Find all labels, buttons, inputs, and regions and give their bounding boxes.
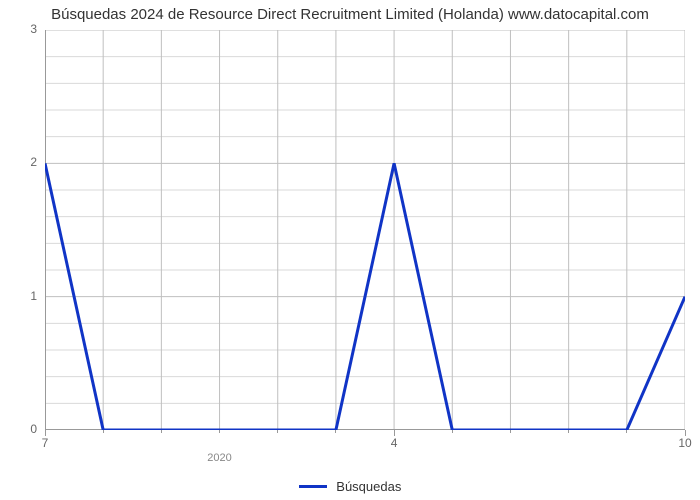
chart-title: Búsquedas 2024 de Resource Direct Recrui… [0, 6, 700, 23]
y-tick-label: 3 [0, 22, 37, 36]
x-tick-mark [568, 430, 569, 433]
legend: Búsquedas [0, 478, 700, 494]
x-tick-mark [103, 430, 104, 433]
x-tick-mark [277, 430, 278, 433]
y-tick-label: 0 [0, 422, 37, 436]
chart-plot [45, 30, 685, 430]
x-tick-label: 10 [665, 436, 700, 450]
x-tick-mark [510, 430, 511, 433]
x-tick-mark [335, 430, 336, 433]
x-sub-label: 2020 [195, 452, 245, 464]
x-tick-mark [626, 430, 627, 433]
x-tick-mark [219, 430, 220, 433]
x-tick-mark [161, 430, 162, 433]
y-tick-label: 1 [0, 289, 37, 303]
x-tick-label: 4 [374, 436, 414, 450]
legend-label: Búsquedas [336, 479, 401, 494]
legend-swatch [299, 485, 327, 488]
y-tick-label: 2 [0, 155, 37, 169]
x-tick-mark [452, 430, 453, 433]
x-tick-label: 7 [25, 436, 65, 450]
